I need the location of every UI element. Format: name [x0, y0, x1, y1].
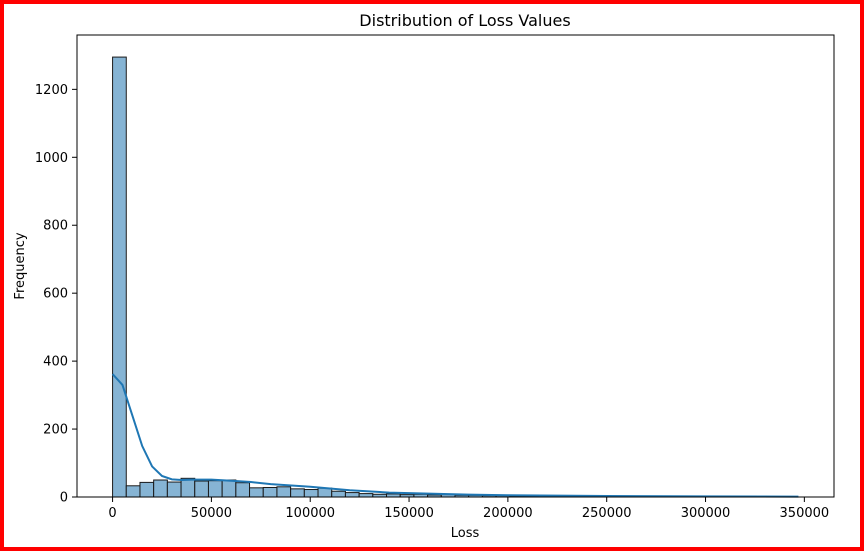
histogram-bar — [112, 56, 127, 498]
y-tick-label: 800 — [43, 219, 68, 234]
x-tick-label: 300000 — [681, 506, 731, 521]
histogram-bar — [290, 488, 305, 498]
histogram-bar — [331, 490, 346, 498]
histogram-bar — [153, 479, 168, 498]
x-tick-label: 250000 — [582, 506, 632, 521]
histogram-bar — [276, 486, 292, 498]
y-axis-ticks: 0 200 400 600 800 1000 1200 — [35, 83, 77, 506]
kde-curve — [111, 373, 799, 498]
x-tick-label: 0 — [108, 506, 116, 521]
histogram-bar — [194, 480, 209, 498]
x-axis-ticks: 0 50000 100000 150000 200000 250000 300000 3500… — [108, 497, 829, 521]
y-tick-label: 1200 — [35, 83, 68, 98]
y-tick-label: 400 — [43, 355, 68, 370]
histogram-bar — [262, 486, 278, 498]
y-tick-label: 0 — [60, 491, 68, 506]
x-tick-label: 350000 — [780, 506, 830, 521]
histogram-bar — [221, 479, 237, 498]
histogram-bar — [207, 480, 223, 498]
histogram-bar — [249, 487, 264, 498]
histogram-bar — [358, 493, 374, 498]
histogram-bar — [125, 485, 141, 498]
y-tick-label: 600 — [43, 287, 68, 302]
histogram-bar — [303, 489, 319, 498]
y-axis-label: Frequency — [13, 232, 28, 299]
chart-title: Distribution of Loss Values — [359, 11, 570, 30]
y-tick-label: 200 — [43, 423, 68, 438]
x-axis-label: Loss — [451, 526, 480, 541]
x-tick-label: 50000 — [191, 506, 232, 521]
histogram-bar — [235, 482, 251, 498]
plot-frame — [76, 34, 835, 498]
histogram-bar — [344, 492, 360, 498]
histogram-bars — [112, 56, 798, 498]
histogram-bar — [180, 477, 196, 498]
x-tick-label: 150000 — [384, 506, 434, 521]
x-tick-label: 100000 — [285, 506, 335, 521]
plot-area — [77, 35, 834, 497]
histogram-bar — [317, 487, 333, 498]
histogram-bar — [139, 481, 155, 498]
y-tick-label: 1000 — [35, 151, 68, 166]
histogram-bar — [166, 481, 182, 498]
x-tick-label: 200000 — [483, 506, 533, 521]
